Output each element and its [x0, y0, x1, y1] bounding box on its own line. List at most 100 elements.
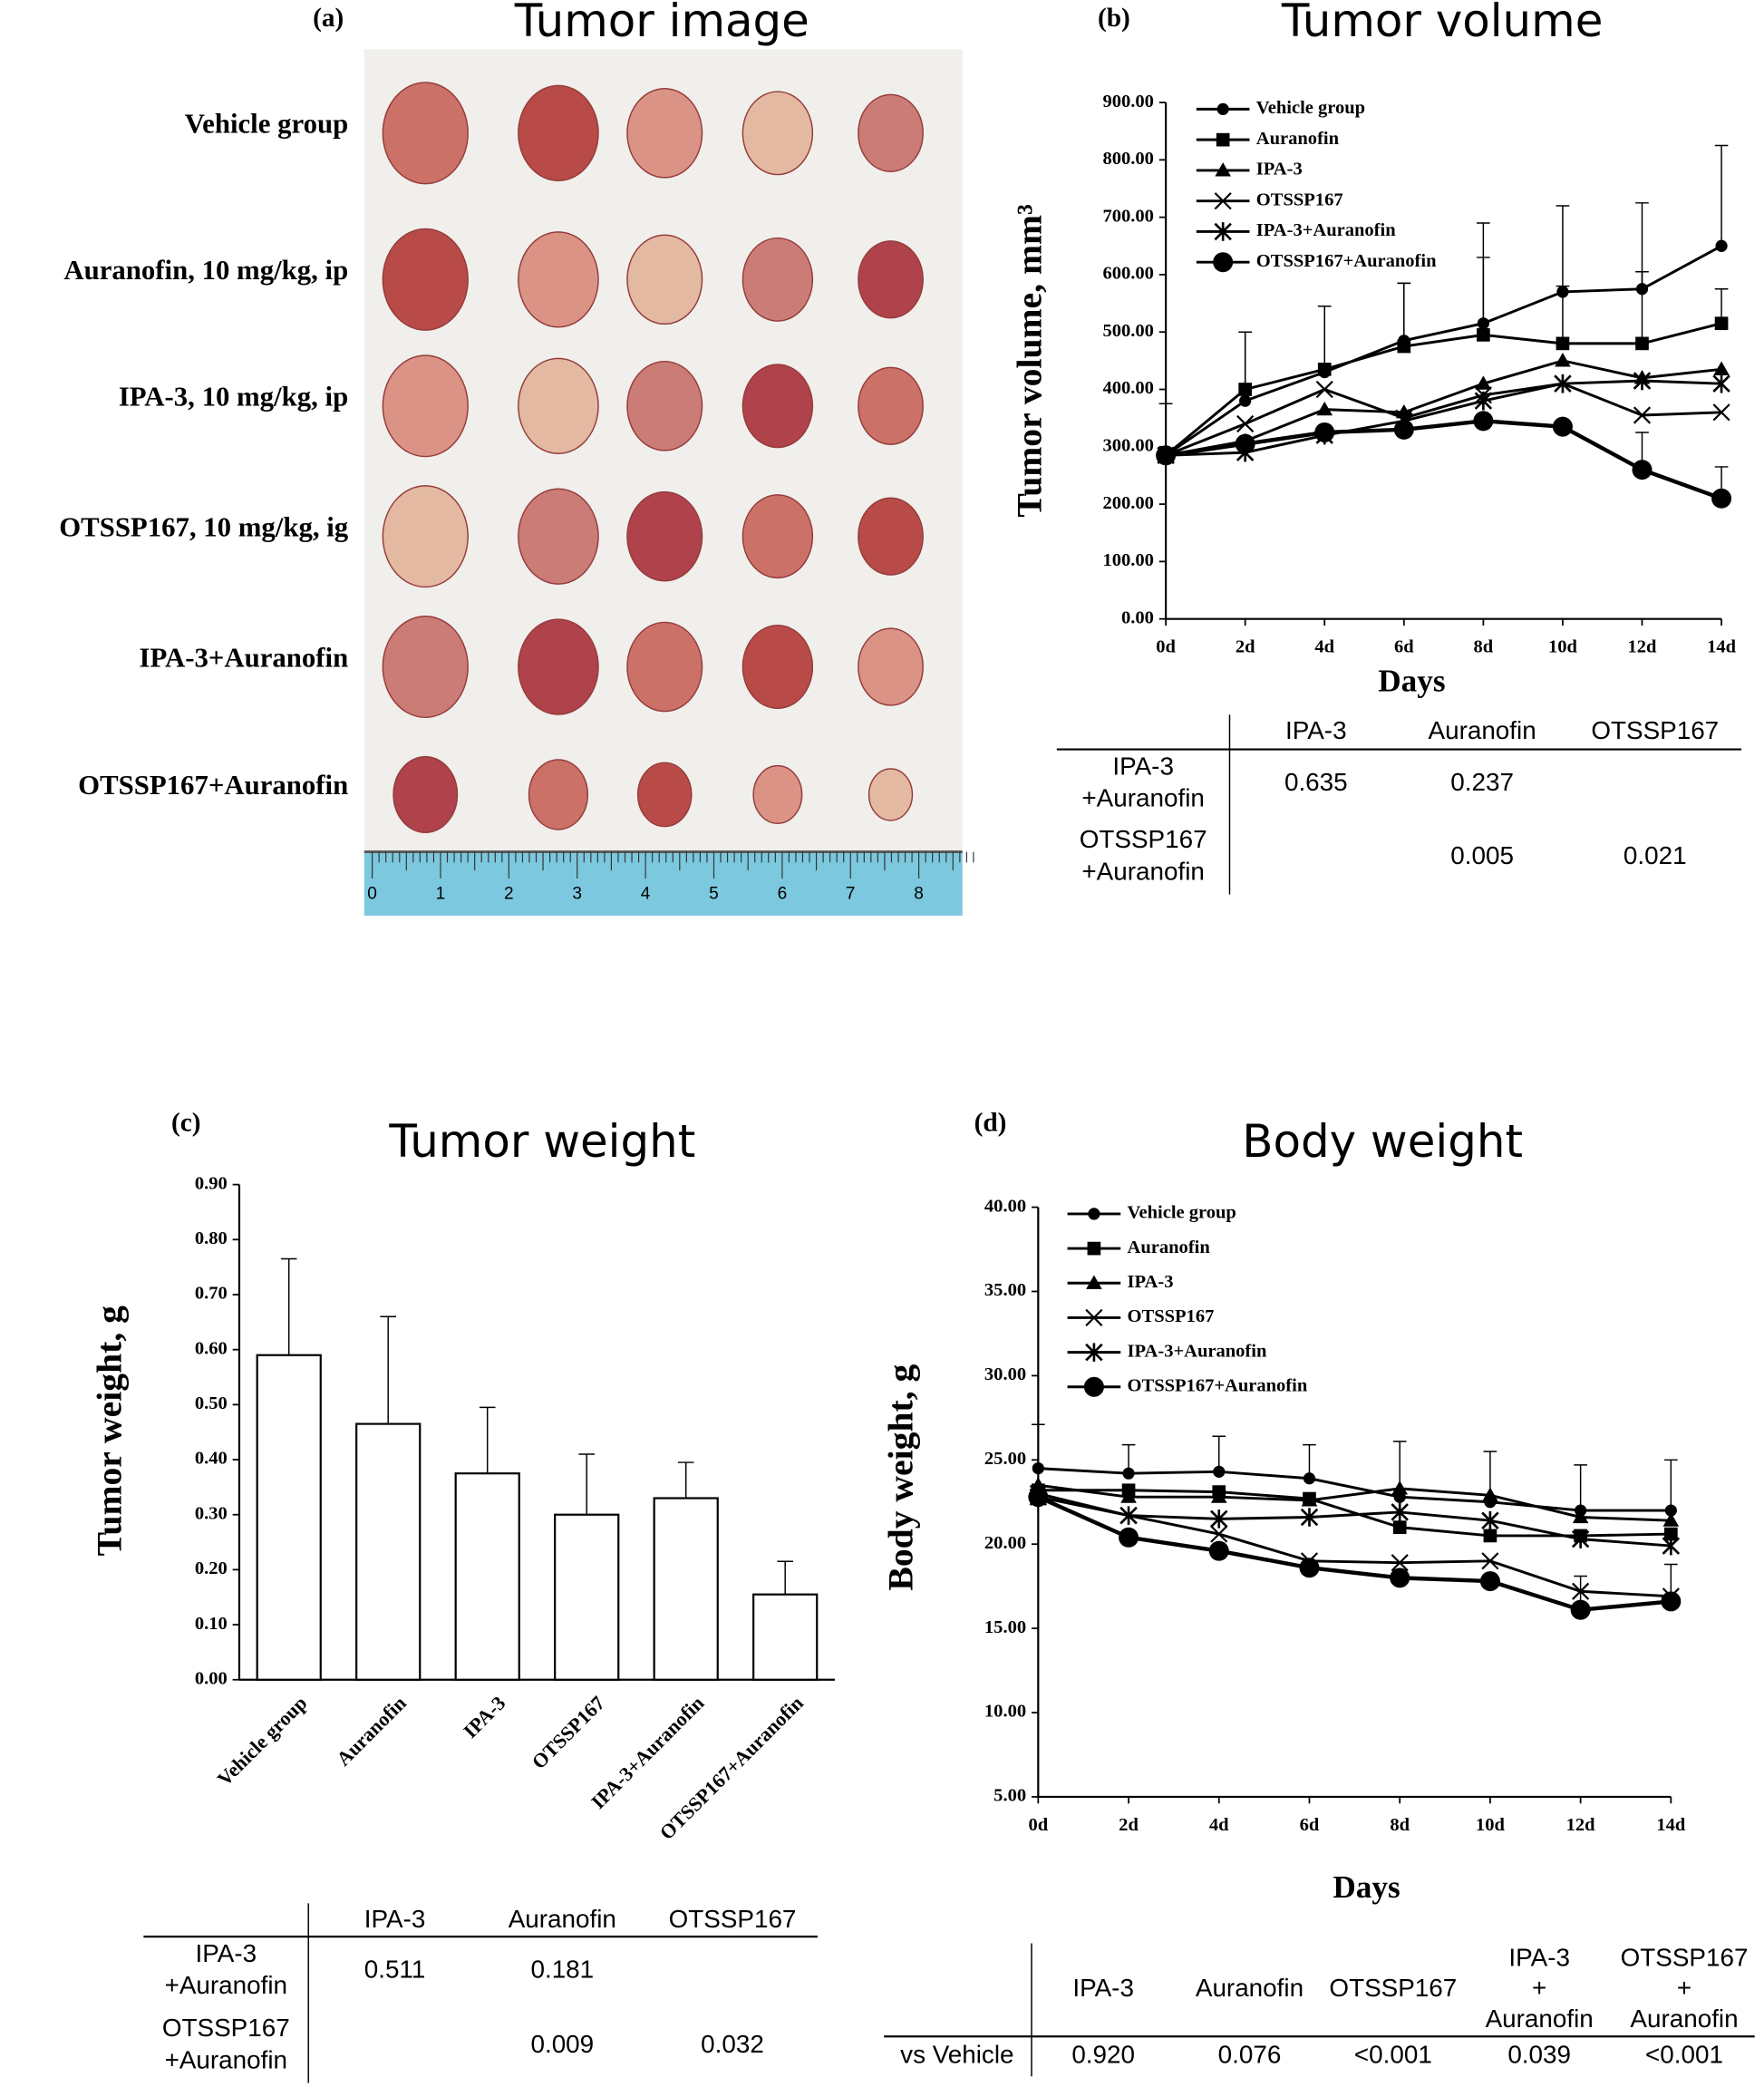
x-tick-label: 2d	[1119, 1815, 1139, 1835]
data-point	[1239, 394, 1252, 407]
error-bar	[777, 1560, 793, 1595]
data-point	[1303, 1472, 1316, 1485]
legend-marker	[1216, 132, 1230, 147]
chart-title: Body weight	[1242, 1115, 1523, 1168]
table-cell: 0.920	[1071, 2041, 1135, 2069]
table-cell: <0.001	[1645, 2041, 1723, 2069]
x-tick-label: 0d	[1028, 1815, 1048, 1835]
error-bar	[280, 1257, 297, 1355]
series-line	[1165, 382, 1722, 457]
error-bar	[1556, 285, 1570, 344]
ruler-label: 1	[436, 885, 446, 904]
table-header: IPA-3	[1285, 716, 1347, 744]
y-tick-label: 35.00	[984, 1280, 1026, 1300]
x-tick-label: 8d	[1390, 1815, 1410, 1835]
x-tick-label: OTSSP167	[528, 1692, 609, 1773]
error-bar	[1574, 1464, 1587, 1511]
data-point	[1481, 1510, 1499, 1530]
y-tick-label: 100.00	[1102, 550, 1153, 570]
table-header: Auranofin	[1630, 2004, 1738, 2033]
tumor	[636, 762, 693, 828]
y-tick-label: 25.00	[984, 1449, 1026, 1469]
error-bar	[1556, 205, 1570, 292]
tumor	[858, 497, 924, 576]
x-axis-label: Days	[1333, 1869, 1400, 1905]
row-label: IPA-3, 10 mg/kg, ip	[119, 382, 348, 413]
data-point	[1235, 433, 1255, 454]
data-point	[1632, 460, 1653, 480]
panel-letter: (d)	[974, 1108, 1007, 1137]
error-bar	[479, 1406, 496, 1474]
data-point	[1664, 1527, 1678, 1541]
table-header: OTSSP167	[669, 1905, 797, 1933]
tumor	[393, 755, 459, 834]
table-row-label: +Auranofin	[1081, 784, 1204, 812]
series-line	[1037, 1492, 1672, 1598]
series-line	[1165, 244, 1722, 457]
legend-marker	[1088, 1208, 1100, 1220]
data-point	[1712, 374, 1730, 393]
data-point	[1714, 316, 1729, 331]
data-point	[1572, 1509, 1589, 1524]
x-tick-label: 2d	[1236, 637, 1255, 657]
ruler-label: 7	[846, 885, 856, 904]
data-point	[1482, 1487, 1498, 1501]
data-point	[1555, 353, 1571, 367]
legend-label: Vehicle group	[1256, 98, 1365, 118]
table-cell: 0.076	[1218, 2041, 1282, 2069]
error-bar	[1664, 1459, 1678, 1511]
legend-label: Vehicle group	[1128, 1203, 1236, 1223]
table-row-label: OTSSP167	[162, 2014, 290, 2042]
data-point	[1299, 1558, 1320, 1578]
x-tick-label: 14d	[1656, 1815, 1686, 1835]
data-point	[1032, 1461, 1044, 1475]
y-tick-label: 0.30	[195, 1503, 228, 1523]
data-point	[1119, 1527, 1139, 1548]
table-row-label: vs Vehicle	[900, 2041, 1013, 2069]
tumor	[518, 84, 599, 181]
y-tick-label: 10.00	[984, 1702, 1026, 1722]
y-axis-label: Body weight, g	[880, 1364, 920, 1590]
error-bar	[1477, 257, 1490, 335]
data-point	[1391, 1554, 1409, 1572]
error-bar	[1635, 271, 1649, 344]
data-point	[1119, 1506, 1138, 1525]
table-header: OTSSP167	[1591, 716, 1719, 744]
table-row-label: OTSSP167	[1080, 825, 1207, 853]
series-line	[1165, 359, 1722, 457]
ruler-label: 0	[367, 885, 377, 904]
legend-label: IPA-3+Auranofin	[1256, 220, 1396, 240]
data-point	[1556, 336, 1570, 351]
table-row-label: +Auranofin	[165, 2045, 287, 2073]
table-cell: <0.001	[1354, 2041, 1432, 2069]
table-header: IPA-3	[1072, 1974, 1134, 2002]
data-point	[1662, 1512, 1680, 1527]
tumor	[382, 82, 469, 185]
data-point	[1391, 1480, 1408, 1495]
tumor	[518, 357, 599, 454]
data-point	[1712, 403, 1730, 422]
data-point	[1711, 488, 1732, 509]
y-tick-label: 0.60	[195, 1338, 228, 1358]
legend-marker	[1087, 1241, 1101, 1256]
data-point	[1317, 363, 1332, 376]
tumor	[858, 366, 924, 445]
data-point	[1122, 1467, 1135, 1480]
table-cell: 0.009	[530, 2030, 594, 2058]
tumor	[626, 490, 703, 582]
y-tick-label: 20.00	[984, 1533, 1026, 1553]
tumor	[741, 364, 814, 449]
tumor	[626, 621, 703, 713]
y-tick-label: 0.00	[195, 1668, 228, 1688]
ruler-label: 4	[641, 885, 651, 904]
x-tick-label: 10d	[1548, 637, 1578, 657]
data-point	[1392, 1520, 1407, 1534]
row-label: IPA-3+Auranofin	[139, 642, 348, 673]
legend-label: OTSSP167+Auranofin	[1128, 1375, 1308, 1395]
legend-marker	[1085, 1308, 1103, 1327]
error-bar	[1317, 305, 1332, 370]
tumor	[858, 93, 924, 172]
table-cell: 0.181	[530, 1956, 594, 1984]
y-tick-label: 900.00	[1102, 92, 1153, 112]
